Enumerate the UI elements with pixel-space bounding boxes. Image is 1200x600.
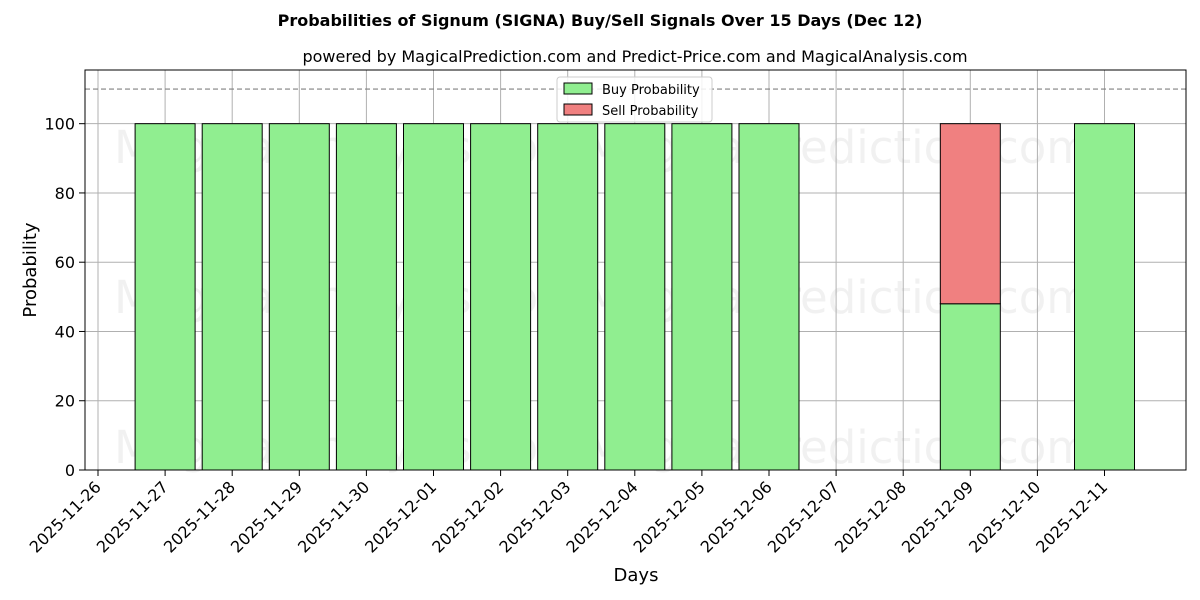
y-tick-label: 100 xyxy=(44,115,75,134)
bar-buy-2025-11-30 xyxy=(335,123,397,471)
bar-buy-2025-12-06 xyxy=(738,123,800,471)
bar-buy-2025-12-01 xyxy=(403,123,464,471)
bar-buy-2025-12-03 xyxy=(537,123,599,471)
bar-buy-2025-12-11 xyxy=(1074,123,1135,471)
bar-buy-2025-11-27 xyxy=(134,123,196,471)
bar-buy-2025-12-04 xyxy=(604,123,666,471)
bar-buy-2025-12-09 xyxy=(939,303,1001,471)
y-tick-label: 40 xyxy=(55,322,75,341)
watermark-right: MagicalPrediction.com xyxy=(584,121,1090,174)
legend-label-buy: Buy Probability xyxy=(602,83,700,98)
watermark-right: MagicalPrediction.com xyxy=(584,421,1090,474)
y-tick-label: 20 xyxy=(55,392,75,411)
legend-swatch-buy xyxy=(563,82,593,95)
legend: Buy Probability Sell Probability xyxy=(556,76,713,123)
y-tick-label: 60 xyxy=(55,253,75,272)
y-tick-label: 0 xyxy=(65,461,75,480)
bar-buy-2025-11-28 xyxy=(201,123,263,471)
bar-buy-2025-12-02 xyxy=(470,123,532,471)
y-axis-label: Probability xyxy=(20,222,41,317)
x-axis-label: Days xyxy=(614,565,659,586)
legend-label-sell: Sell Probability xyxy=(602,104,699,119)
bars xyxy=(134,123,1135,471)
chart-title: Probabilities of Signum (SIGNA) Buy/Sell… xyxy=(278,11,923,30)
plot-frame xyxy=(84,69,1187,471)
legend-box xyxy=(556,76,713,123)
watermark-right: MagicalPrediction.com xyxy=(584,271,1090,324)
x-tick-label: 2025-12-11 xyxy=(1032,477,1111,556)
bar-sell-2025-12-09 xyxy=(939,123,1001,305)
legend-swatch-sell xyxy=(563,103,593,116)
chart-subtitle: powered by MagicalPrediction.com and Pre… xyxy=(302,47,967,66)
bar-buy-2025-11-29 xyxy=(268,123,330,471)
bar-buy-2025-12-05 xyxy=(671,123,733,471)
y-tick-label: 80 xyxy=(55,184,75,203)
